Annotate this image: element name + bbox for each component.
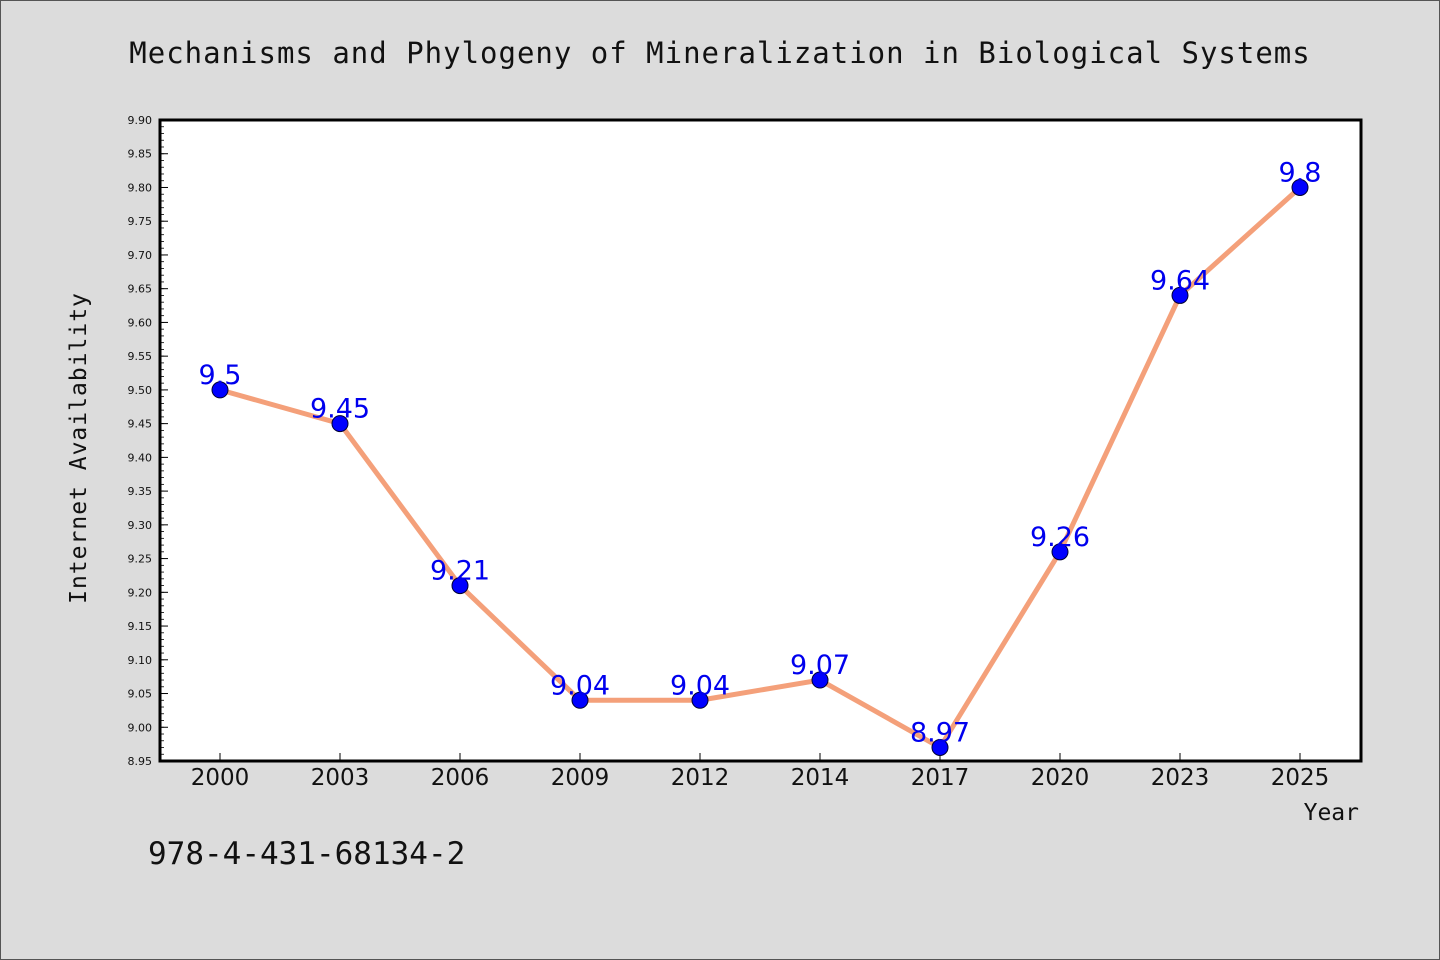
y-tick-label: 9.20 [128,586,153,599]
data-label: 9.5 [199,360,242,391]
chart-title: Mechanisms and Phylogeny of Mineralizati… [129,36,1310,70]
y-tick-label: 9.30 [128,519,153,532]
x-axis-label: Year [1304,800,1359,826]
y-tick-label: 9.35 [128,485,153,498]
x-tick-label: 2017 [911,765,970,791]
data-label: 8.97 [910,718,970,749]
data-point [571,691,589,709]
y-tick-label: 9.50 [128,384,153,397]
x-tick-label: 2009 [551,765,610,791]
y-tick-label: 9.10 [128,654,153,667]
x-tick-label: 2023 [1151,765,1210,791]
y-tick-label: 9.15 [128,620,153,633]
x-tick-label: 2012 [671,765,730,791]
y-axis-label: Internet Availability [66,292,92,604]
x-tick-label: 2006 [431,765,490,791]
x-tick-label: 2025 [1271,765,1330,791]
data-point [331,415,349,433]
y-tick-label: 9.85 [128,148,153,161]
data-markers [211,178,1309,757]
data-label: 9.45 [310,394,370,425]
data-point [1291,178,1309,196]
data-point [811,671,829,689]
y-tick-label: 9.00 [128,721,153,734]
y-tick-label: 9.45 [128,418,153,431]
y-tick-label: 9.05 [128,688,153,701]
data-point [211,381,229,399]
y-tick-label: 9.60 [128,316,153,329]
y-tick-label: 9.40 [128,451,153,464]
x-tick-label: 2014 [791,765,850,791]
y-tick-label: 9.90 [128,114,153,127]
plot-area [158,118,1363,763]
data-label: 9.21 [430,556,490,587]
data-point [931,739,949,757]
isbn-text: 978-4-431-68134-2 [148,836,465,872]
series-line [219,185,1302,751]
x-axis: 2000 2003 2006 2009 2012 2014 2017 2020 2023 2025 [191,753,1330,791]
data-label: 9.26 [1030,522,1090,553]
y-tick-label: 9.65 [128,283,153,296]
data-label: 9.04 [670,670,730,701]
data-label: 9.07 [790,650,850,681]
data-label: 9.8 [1279,157,1322,188]
data-label: 9.64 [1150,265,1210,296]
y-tick-label: 8.95 [128,755,153,768]
y-axis: 8.95 9.00 9.05 9.10 9.15 9.20 9.25 9.30 9.35 9.40… [128,114,168,768]
y-tick-label: 9.25 [128,553,153,566]
y-tick-label: 9.70 [128,249,153,262]
series-line-group [219,185,1302,751]
x-tick-label: 2000 [191,765,250,791]
y-tick-label: 9.55 [128,350,153,363]
data-point [1051,543,1069,561]
y-tick-label: 9.75 [128,215,153,228]
data-labels: 9.5 9.45 9.21 9.04 9.04 9.07 8.97 9.26 9.64 9.8 [199,157,1322,748]
data-point [691,691,709,709]
data-point [451,577,469,595]
data-point [1171,286,1189,304]
data-label: 9.04 [550,670,610,701]
y-tick-label: 9.80 [128,181,153,194]
x-tick-label: 2020 [1031,765,1090,791]
x-tick-label: 2003 [311,765,370,791]
